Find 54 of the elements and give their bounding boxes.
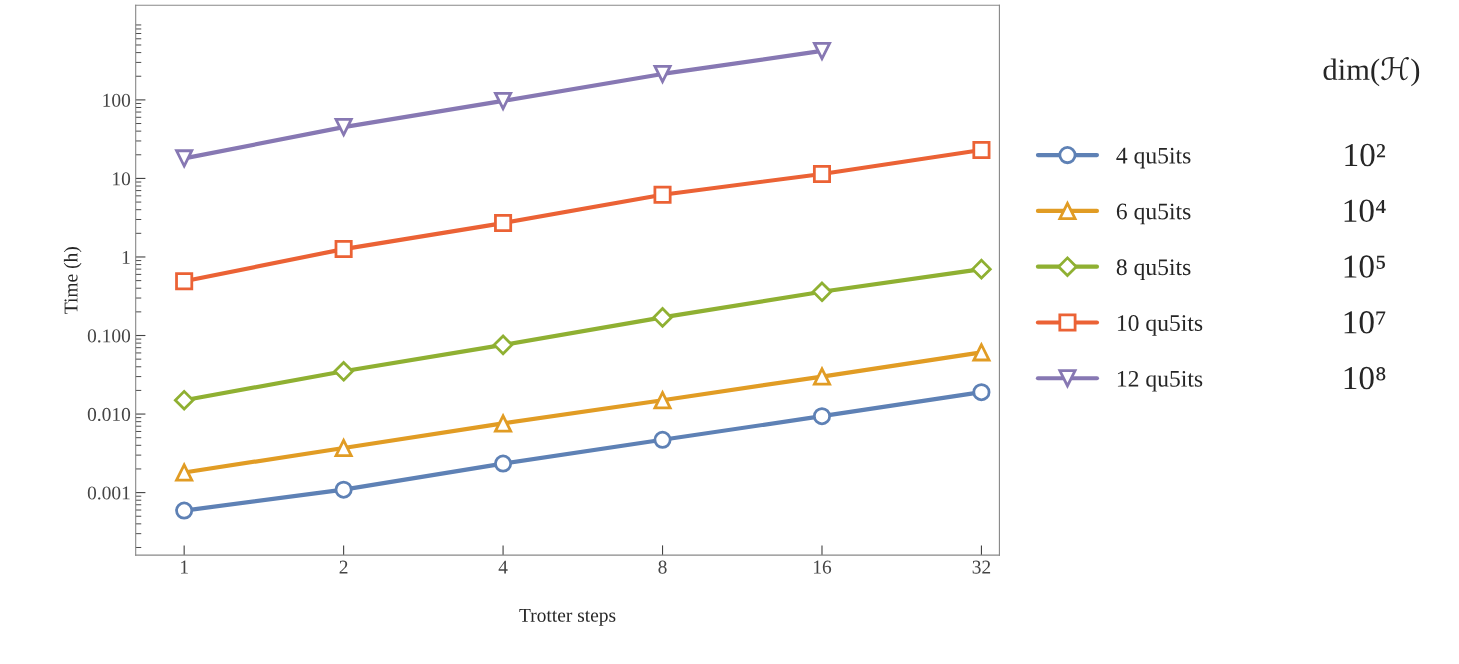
- legend-label: 10 qu5its: [1117, 315, 1203, 336]
- point: [173, 389, 195, 411]
- text: 10⁴: [1344, 199, 1386, 223]
- point: [812, 407, 832, 426]
- point: [653, 185, 672, 204]
- point: [653, 430, 672, 449]
- point: [175, 272, 194, 291]
- legend-label: 4 qu5its: [1116, 147, 1191, 169]
- point: [334, 480, 353, 499]
- x-tick-label: 16: [813, 560, 832, 574]
- point: [812, 367, 832, 386]
- y-axis-title: Time (h): [63, 247, 82, 314]
- point: [972, 343, 991, 362]
- point: [653, 391, 672, 410]
- x-tick-label: 8: [658, 560, 667, 574]
- x-tick-label: 2: [339, 560, 348, 574]
- point: [812, 41, 832, 60]
- text: dim(ℋ): [1323, 56, 1420, 87]
- point: [334, 118, 353, 137]
- text: 10⁸: [1344, 366, 1386, 390]
- legend-label: 8 qu5its: [1116, 259, 1191, 280]
- point: [494, 91, 513, 110]
- point: [494, 214, 513, 233]
- point: [175, 501, 194, 520]
- point: [174, 461, 194, 482]
- point: [811, 281, 833, 303]
- text: 10⁷: [1344, 311, 1386, 334]
- point: [812, 164, 832, 183]
- legend-label: 12 qu5its: [1117, 370, 1203, 392]
- y-tick-label: 0.010: [87, 407, 131, 422]
- legend-label: 6 qu5its: [1116, 203, 1191, 225]
- point: [971, 258, 992, 280]
- point: [333, 361, 354, 382]
- point: [175, 149, 194, 168]
- point: [972, 140, 991, 160]
- y-tick-label: 1: [122, 250, 130, 264]
- point: [972, 383, 991, 402]
- y-tick-label: 100: [103, 93, 131, 107]
- point: [334, 438, 353, 457]
- x-tick-label: 1: [181, 560, 188, 574]
- y-tick-label: 10: [113, 172, 131, 186]
- point: [334, 240, 353, 259]
- x-tick-label: 32: [972, 560, 991, 574]
- point: [494, 414, 513, 433]
- x-tick-label: 4: [498, 560, 508, 574]
- y-tick-label: 0.001: [87, 486, 130, 500]
- text: 10⁵: [1344, 255, 1386, 278]
- point: [653, 64, 672, 83]
- y-tick-label: 0.100: [87, 329, 131, 343]
- point: [492, 334, 514, 356]
- point: [494, 454, 513, 473]
- x-axis-title: Trotter steps: [519, 608, 616, 626]
- point: [652, 307, 673, 328]
- text: 10²: [1345, 143, 1386, 167]
